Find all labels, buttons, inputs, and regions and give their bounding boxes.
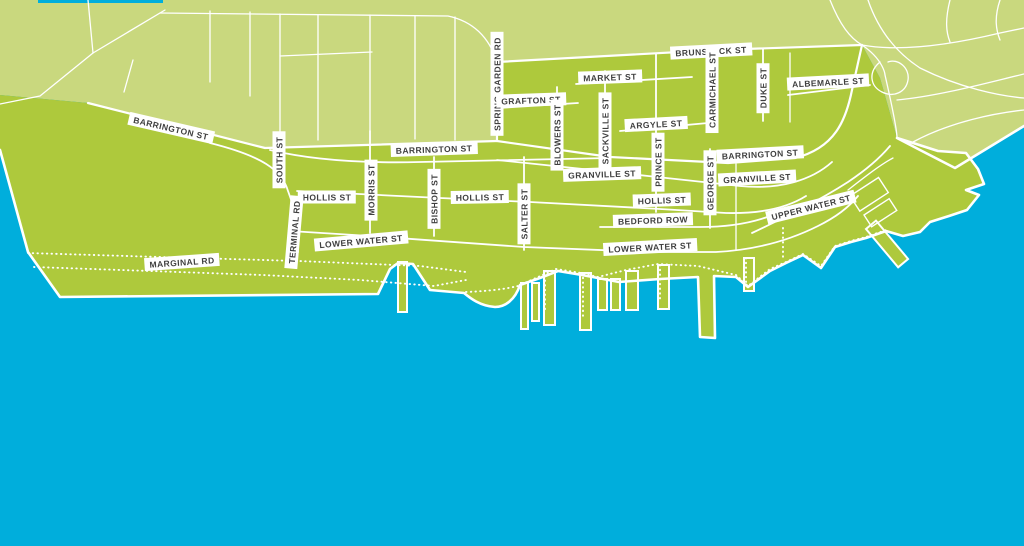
street-label-upper-water-st: UPPER WATER ST [765, 189, 857, 225]
street-label-george-st: GEORGE ST [703, 150, 717, 216]
street-label-hollis-st-mid: HOLLIS ST [450, 189, 510, 205]
street-label-albemarle-st: ALBEMARLE ST [786, 73, 870, 91]
street-label-market-st: MARKET ST [577, 69, 643, 85]
street-label-bishop-st: BISHOP ST [427, 169, 441, 229]
street-label-lower-water-st-west: LOWER WATER ST [313, 230, 409, 252]
pier [579, 272, 592, 331]
pier [610, 278, 621, 311]
street-label-barrington-st-mid: BARRINGTON ST [390, 140, 478, 158]
street-label-terminal-rd: TERMINAL RD [284, 194, 304, 270]
street-label-granville-st-mid: GRANVILLE ST [562, 166, 642, 182]
piers [397, 219, 910, 331]
street-label-barrington-st-west: BARRINGTON ST [127, 111, 215, 145]
street-label-carmichael-st: CARMICHAEL ST [705, 46, 719, 134]
street-label-south-st: SOUTH ST [272, 131, 286, 189]
street-label-spring-garden-rd: SPRING GARDEN RD [490, 32, 504, 136]
pier [743, 257, 755, 292]
pier [531, 282, 540, 322]
street-label-duke-st: DUKE ST [756, 62, 770, 114]
water-strip [38, 0, 163, 3]
wharf-blocks [849, 176, 898, 228]
street-label-blowers-st: BLOWERS ST [550, 99, 564, 171]
interchange-roads [829, 0, 1024, 143]
street-label-hollis-st-west: HOLLIS ST [297, 190, 357, 204]
street-label-granville-st-east: GRANVILLE ST [717, 169, 797, 187]
peninsula-roads [0, 0, 498, 141]
pier [543, 270, 556, 326]
street-label-barrington-st-east: BARRINGTON ST [716, 145, 804, 163]
peninsula-area [0, 0, 1024, 168]
street-label-salter-st: SALTER ST [517, 183, 531, 245]
street-label-lower-water-st-east: LOWER WATER ST [602, 238, 698, 256]
street-label-bedford-row: BEDFORD ROW [612, 212, 694, 228]
street-label-argyle-st: ARGYLE ST [624, 115, 688, 133]
street-label-morris-st: MORRIS ST [364, 159, 378, 221]
street-label-hollis-st-east: HOLLIS ST [632, 192, 692, 208]
street-label-sackville-st: SACKVILLE ST [598, 92, 612, 170]
street-label-prince-st: PRINCE ST [651, 132, 665, 192]
coastline [0, 124, 1024, 340]
pier [657, 264, 670, 310]
street-label-marginal-rd: MARGINAL RD [144, 252, 220, 272]
boardwalk-dotted-paths [27, 227, 887, 319]
